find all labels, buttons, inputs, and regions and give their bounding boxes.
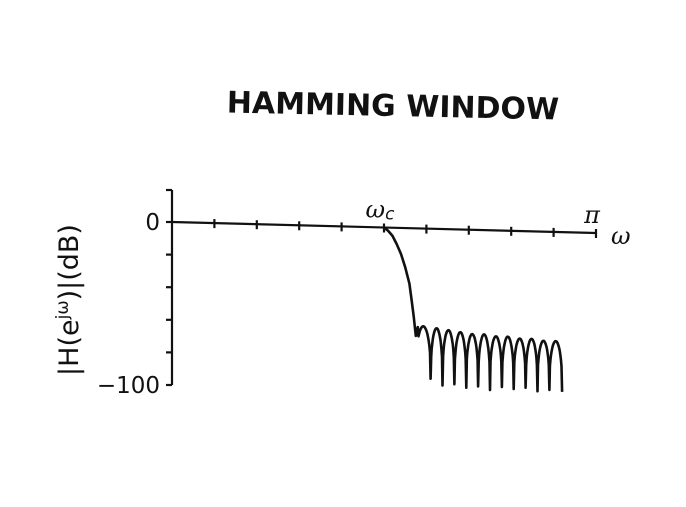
x-tick-label-1: ωc [366,196,396,225]
y-axis-label-superscript: jω [53,300,73,320]
chart-title: HAMMING WINDOW [227,86,560,128]
axis-tick-labels: 0 −100 ωc π [97,196,601,400]
frequency-response-curve [383,226,564,393]
y-tick-label-2: −100 [97,373,160,399]
svg-text:|H(ejω)|(dB): |H(ejω)|(dB) [53,224,85,376]
x-tick-label-2: π [583,201,601,229]
y-axis-label: |H(ejω)|(dB) [53,224,85,376]
y-axis-label-tail: )|(dB) [54,224,85,300]
x-axis-label: ω [611,222,631,250]
axis-ticks [166,188,598,387]
y-tick-label-1: 0 [145,210,160,236]
x-tick-label-subscript: c [385,205,395,225]
y-axis-label-main: |H(e [54,319,85,376]
